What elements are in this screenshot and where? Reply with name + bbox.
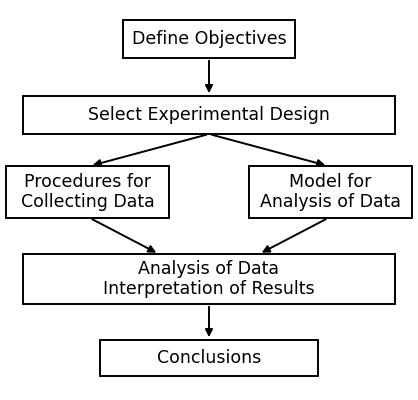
Text: Select Experimental Design: Select Experimental Design [88, 106, 330, 124]
Text: Define Objectives: Define Objectives [132, 30, 286, 48]
Text: Conclusions: Conclusions [157, 349, 261, 367]
Text: Model for
Analysis of Data: Model for Analysis of Data [260, 173, 401, 211]
Text: Analysis of Data
Interpretation of Results: Analysis of Data Interpretation of Resul… [103, 260, 315, 298]
FancyBboxPatch shape [123, 20, 295, 58]
FancyBboxPatch shape [249, 166, 412, 218]
FancyBboxPatch shape [23, 254, 395, 304]
FancyBboxPatch shape [100, 340, 318, 376]
FancyBboxPatch shape [6, 166, 169, 218]
Text: Procedures for
Collecting Data: Procedures for Collecting Data [21, 173, 155, 211]
FancyBboxPatch shape [23, 96, 395, 134]
